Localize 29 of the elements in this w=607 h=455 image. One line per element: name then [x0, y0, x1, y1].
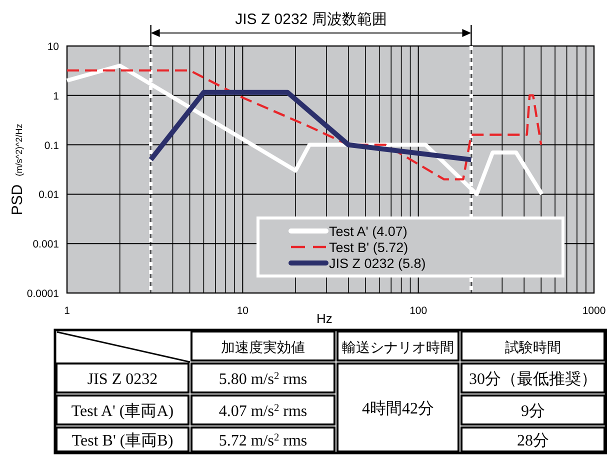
text: 30分（最低推奨）	[469, 370, 597, 388]
x-tick-label: 1	[64, 305, 70, 317]
text: Test B' (車両B)	[72, 432, 174, 450]
text: 9分	[521, 403, 545, 420]
y-tick-label: 10	[47, 41, 60, 53]
y-axis-title: PSD (m/s^2)^2/Hz	[9, 123, 26, 216]
text: 輸送シナリオ時間	[342, 340, 454, 356]
x-tick-label: 100	[410, 305, 428, 317]
legend-label: Test B' (5.72)	[329, 240, 408, 255]
x-tick-label: 10	[236, 305, 249, 317]
text: JIS Z 0232 周波数範囲	[235, 11, 387, 28]
y-tick-label: 0.01	[38, 189, 60, 202]
text: 5.80 m/s$^{2}$ rms	[218, 370, 308, 388]
y-tick-label: 1	[53, 90, 60, 102]
text: 28分	[517, 432, 549, 450]
text: 加速度実効値	[221, 340, 305, 356]
text: Test A' (車両A)	[71, 402, 174, 420]
text: 試験時間	[505, 340, 561, 356]
text: 4時間42分	[362, 400, 434, 418]
legend-label: JIS Z 0232 (5.8)	[329, 256, 426, 271]
legend-label: Test A' (4.07)	[329, 224, 408, 239]
y-tick-label: 0.0001	[26, 288, 60, 300]
x-axis-title: Hz	[316, 311, 332, 326]
x-tick-label: 1000	[582, 305, 606, 317]
text: 5.72 m/s$^{2}$ rms	[218, 432, 308, 450]
text: 4.07 m/s$^{2}$ rms	[218, 402, 308, 420]
y-tick-label: 0.001	[32, 238, 60, 251]
text: JIS Z 0232	[87, 371, 158, 388]
y-tick-label: 0.1	[44, 140, 60, 152]
